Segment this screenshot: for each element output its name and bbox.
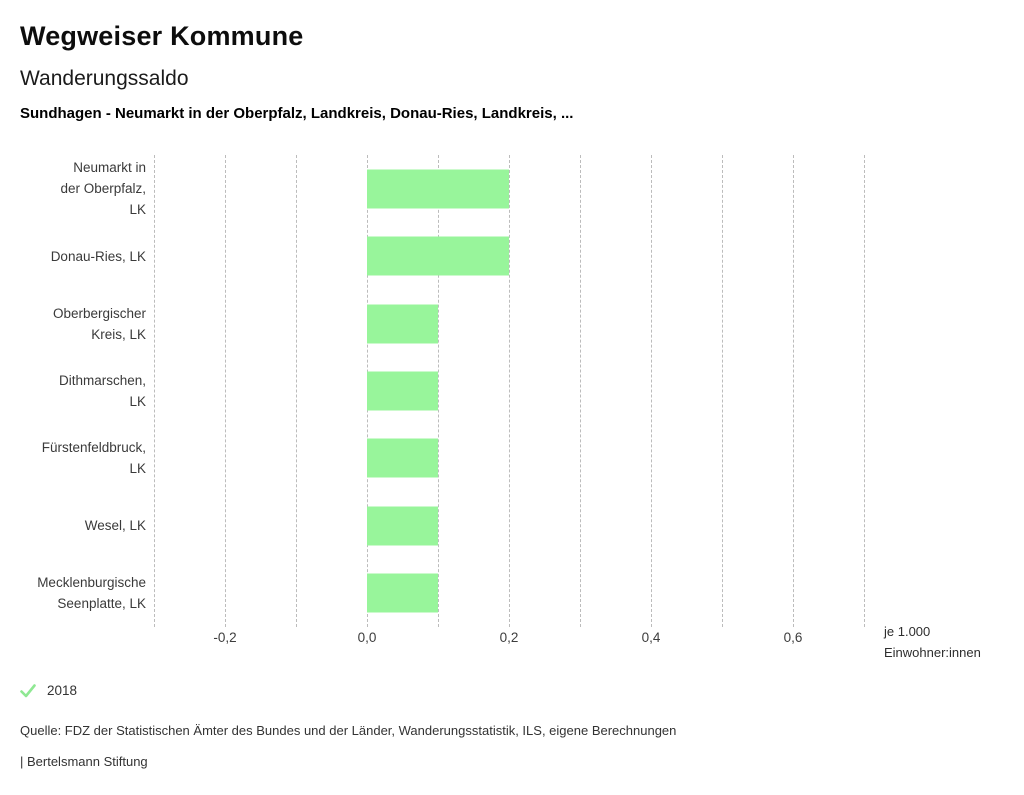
page-title: Wegweiser Kommune [20,21,304,51]
category-label-row: Wesel, LK [18,492,146,559]
gridline [793,155,794,627]
bar-row [154,155,864,222]
category-label-row: Dithmarschen, LK [18,357,146,424]
chart-subtitle-locations: Sundhagen - Neumarkt in der Oberpfalz, L… [20,105,574,122]
gridline [509,155,510,627]
category-label: Mecklenburgische Seenplatte, LK [37,575,146,612]
axis-unit-line1: je 1.000 [884,624,931,639]
category-label-row: Oberbergischer Kreis, LK [18,290,146,357]
x-tick-label: 0,2 [499,630,519,645]
legend-label: 2018 [47,683,78,698]
bar-row [154,560,864,627]
category-label: Donau-Ries, LK [50,248,146,264]
gridline [722,155,723,627]
source-note: Quelle: FDZ der Statistischen Ämter des … [20,723,677,738]
category-label-row: Neumarkt in der Oberpfalz, LK [18,155,146,222]
gridline [225,155,226,627]
category-label: Dithmarschen, LK [58,372,146,409]
gridline [296,155,297,627]
chart-title: Wanderungssaldo [20,67,189,90]
axis-unit-line2: Einwohner:innen [884,644,981,660]
branding-note: | Bertelsmann Stiftung [20,754,148,769]
gridline [580,155,581,627]
gridline [154,155,155,627]
bar-Wesel, LK[interactable] [367,506,438,546]
gridline [438,155,439,627]
bar-Dithmarschen, LK[interactable] [367,371,438,411]
bar-Fürstenfeldbruck, LK[interactable] [367,438,438,478]
bar-Mecklenburgische Seenplatte, LK[interactable] [367,573,438,613]
check-icon [20,683,36,698]
bar-Donau-Ries, LK[interactable] [367,236,509,276]
value-axis: -0,2 0,0 0,2 0,4 0,6 [0,630,1024,648]
category-label-row: Mecklenburgische Seenplatte, LK [18,560,146,627]
legend-item-2018[interactable]: 2018 [20,683,77,698]
bar-Oberbergischer Kreis, LK[interactable] [367,304,438,344]
gridline [651,155,652,627]
category-axis: Neumarkt in der Oberpfalz, LK Donau-Ries, L… [18,155,146,627]
bar-row [154,357,864,424]
category-label-row: Fürstenfeldbruck, LK [18,425,146,492]
bar-row [154,290,864,357]
bar-Neumarkt in der Oberpfalz, LK[interactable] [367,169,509,209]
category-label: Wesel, LK [84,518,146,534]
category-label-row: Donau-Ries, LK [18,222,146,289]
bar-series-2018 [154,155,864,627]
category-label: Neumarkt in der Oberpfalz, LK [60,160,146,218]
category-label: Oberbergischer Kreis, LK [52,305,146,342]
bar-row [154,425,864,492]
x-tick-label: 0,6 [783,630,803,645]
axis-unit-label: je 1.000 Einwohner:innen [884,622,981,663]
plot-area [154,155,865,627]
x-tick-label: 0,4 [641,630,661,645]
bar-row [154,492,864,559]
x-tick-label: -0,2 [213,630,237,645]
category-label: Fürstenfeldbruck, LK [41,440,146,477]
bar-row [154,222,864,289]
gridline [864,155,865,627]
x-tick-label: 0,0 [357,630,377,645]
